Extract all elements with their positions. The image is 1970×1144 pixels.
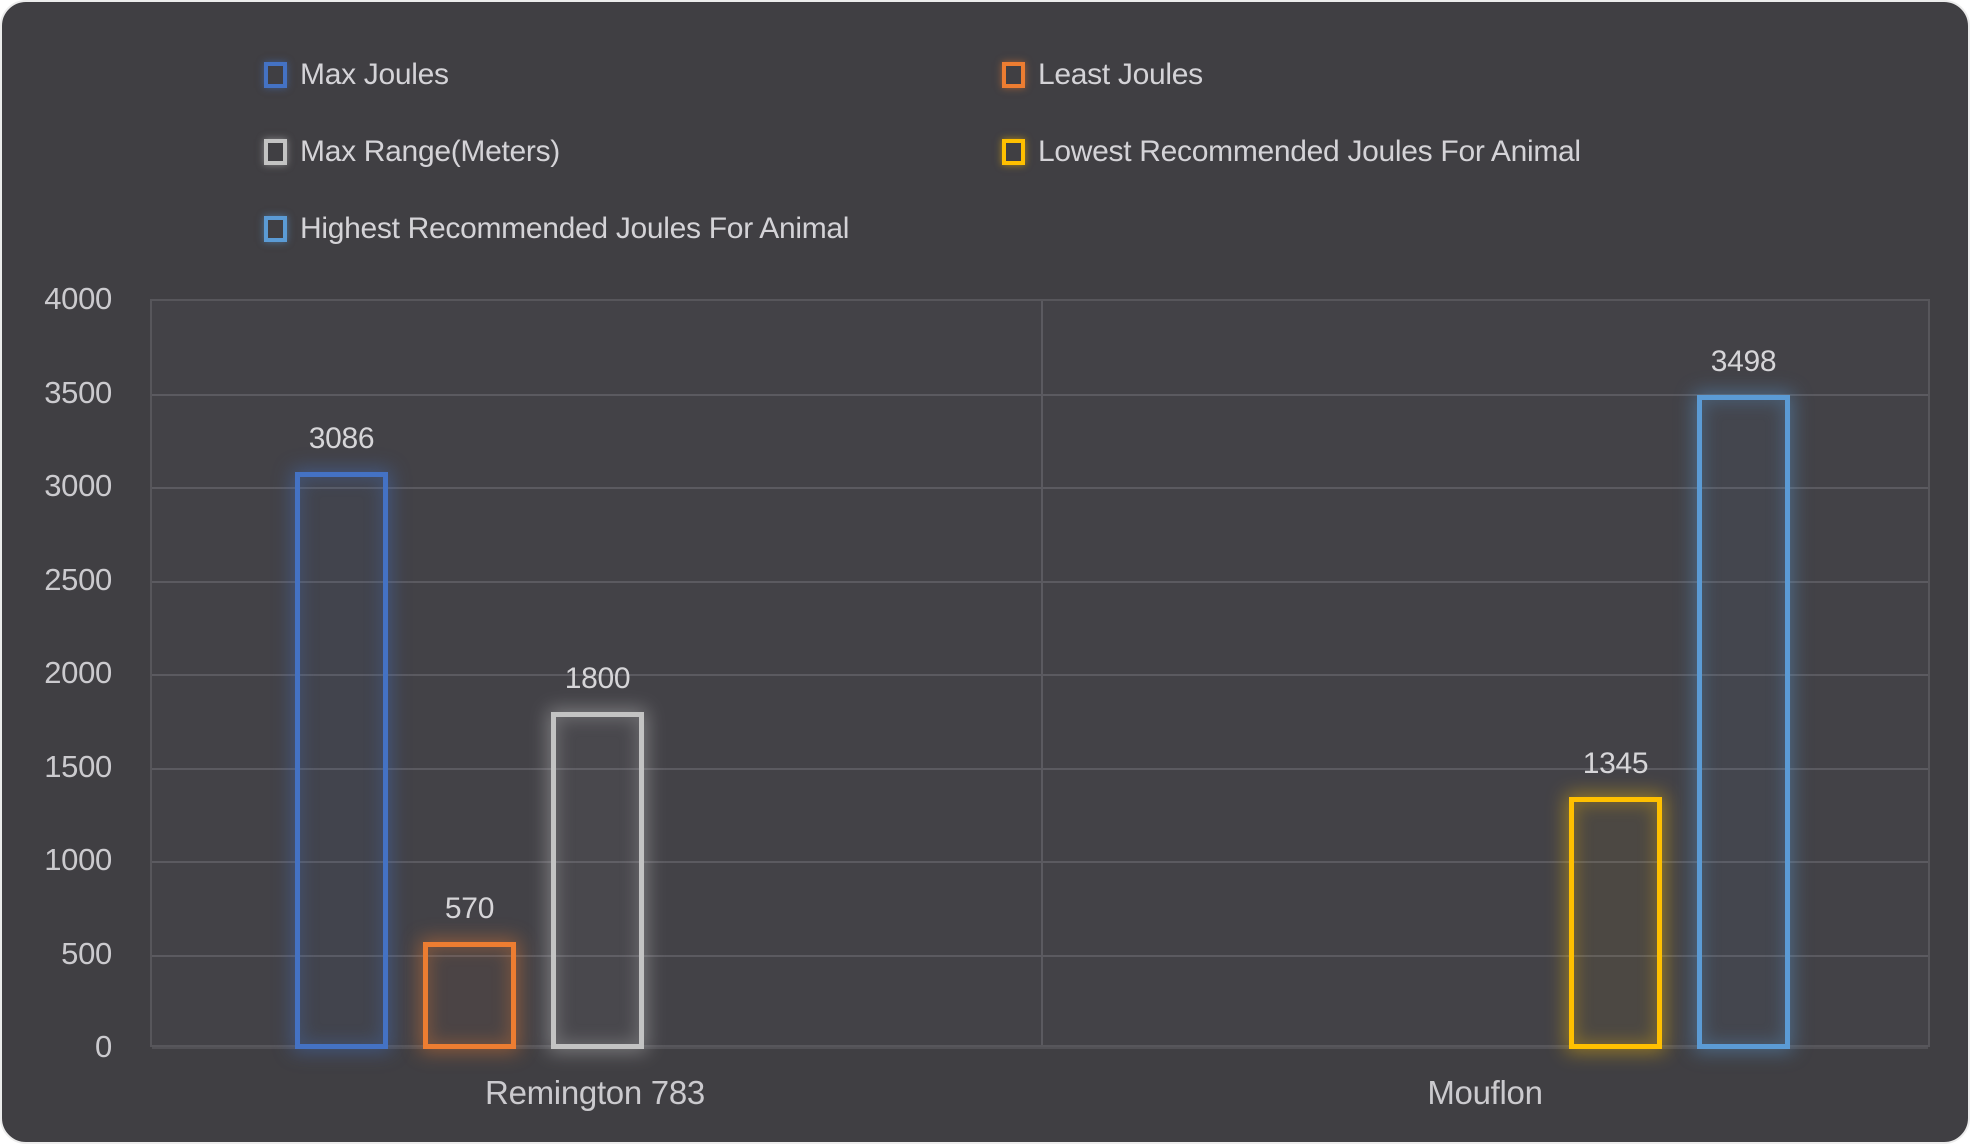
plot-area: 3086 570 1800 1345 3498 bbox=[150, 299, 1930, 1049]
gridline bbox=[152, 767, 1928, 770]
gridline bbox=[152, 861, 1928, 863]
bar-max-joules-remington-783 bbox=[295, 471, 388, 1049]
legend-item-lowest-recommended-joules-for-animal: Lowest Recommended Joules For Animal bbox=[1002, 135, 1581, 169]
y-tick-label: 1000 bbox=[44, 842, 112, 877]
y-tick-label: 2000 bbox=[44, 655, 112, 690]
legend-label: Highest Recommended Joules For Animal bbox=[300, 211, 850, 245]
gridline bbox=[152, 674, 1928, 676]
legend-swatch-icon bbox=[1002, 61, 1025, 88]
legend-label: Lowest Recommended Joules For Animal bbox=[1038, 134, 1581, 168]
bar-max-range-meters-remington-783 bbox=[551, 712, 644, 1049]
legend-swatch-icon bbox=[264, 215, 287, 242]
gridline bbox=[152, 487, 1928, 489]
legend-swatch-icon bbox=[264, 61, 287, 88]
y-tick-label: 4000 bbox=[44, 281, 112, 316]
chart-legend: Max Joules Least Joules Max Range(Meters) L… bbox=[264, 36, 1581, 267]
gridline bbox=[152, 954, 1928, 957]
x-category-label-remington-783: Remington 783 bbox=[485, 1074, 705, 1111]
bar-value-label: 570 bbox=[444, 892, 495, 926]
y-tick-label: 1500 bbox=[44, 748, 112, 784]
legend-item-max-range-meters: Max Range(Meters) bbox=[264, 135, 1002, 169]
legend-item-max-joules: Max Joules bbox=[264, 58, 1002, 92]
bar-lowest-recommended-joules-for-animal-mouflon bbox=[1569, 797, 1662, 1049]
bar-highest-recommended-joules-for-animal-mouflon bbox=[1697, 394, 1790, 1049]
legend-item-highest-recommended-joules-for-animal: Highest Recommended Joules For Animal bbox=[264, 212, 1002, 246]
category-divider-gridline bbox=[1041, 301, 1043, 1045]
legend-label: Max Joules bbox=[300, 57, 449, 91]
legend-swatch-icon bbox=[264, 138, 287, 165]
baseline bbox=[152, 1047, 1928, 1049]
legend-label: Max Range(Meters) bbox=[300, 134, 560, 168]
bar-value-label: 1345 bbox=[1582, 747, 1649, 781]
y-tick-label: 2500 bbox=[44, 561, 112, 597]
gridline bbox=[152, 580, 1928, 583]
bar-value-label: 3498 bbox=[1710, 344, 1777, 378]
x-category-label-mouflon: Mouflon bbox=[1427, 1074, 1543, 1111]
y-tick-label: 3500 bbox=[44, 374, 112, 410]
legend-label: Least Joules bbox=[1038, 57, 1203, 91]
bar-value-label: 1800 bbox=[564, 662, 631, 696]
legend-swatch-icon bbox=[1002, 138, 1025, 165]
gridline bbox=[152, 393, 1928, 396]
legend-item-least-joules: Least Joules bbox=[1002, 58, 1581, 92]
y-tick-label: 0 bbox=[95, 1029, 112, 1064]
y-tick-label: 500 bbox=[61, 935, 112, 971]
y-tick-label: 3000 bbox=[44, 468, 112, 503]
bar-value-label: 3086 bbox=[308, 421, 375, 455]
bar-least-joules-remington-783 bbox=[423, 942, 516, 1049]
